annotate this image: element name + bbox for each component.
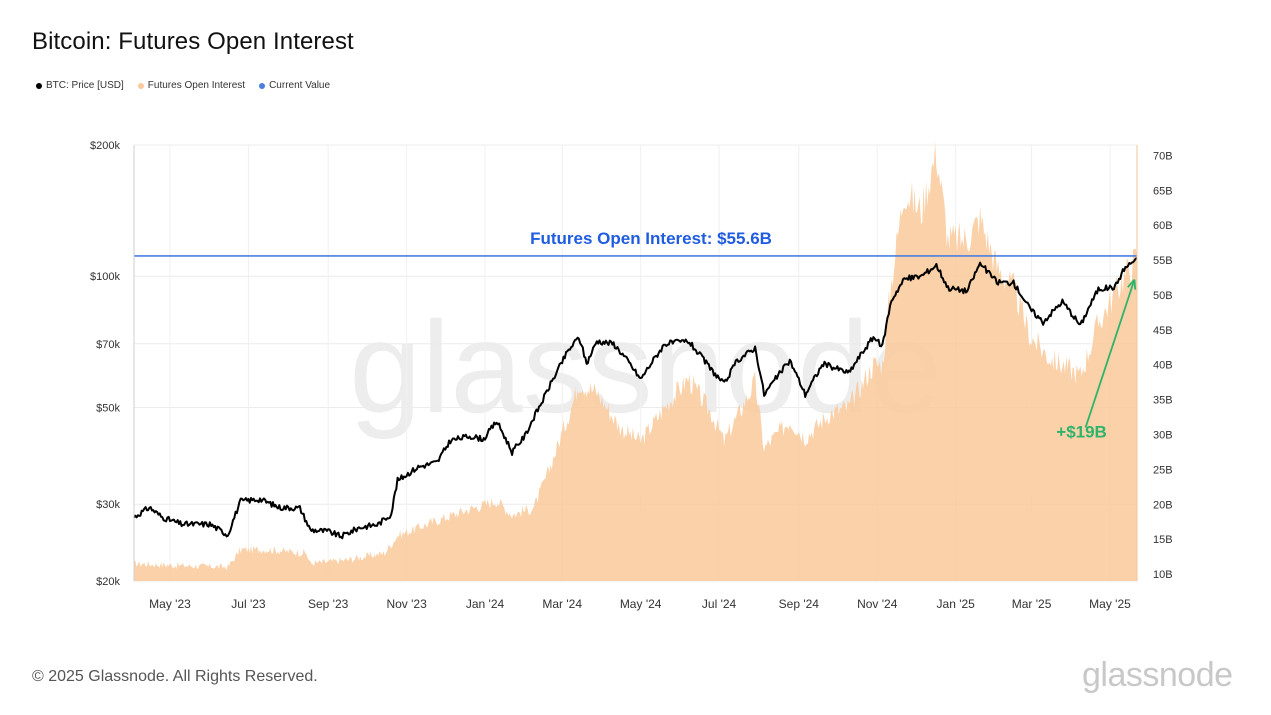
- y-right-tick-label: 65B: [1153, 185, 1173, 197]
- legend-dot-open-interest: [137, 82, 144, 89]
- legend-dot-price: [36, 82, 42, 89]
- x-tick-label: Mar '24: [542, 597, 582, 611]
- x-tick-label: Jan '24: [466, 597, 505, 611]
- x-tick-label: May '24: [620, 597, 662, 611]
- y-right-tick-label: 10B: [1153, 569, 1173, 581]
- y-right-tick-label: 20B: [1153, 499, 1173, 511]
- legend-item-current-value[interactable]: Current Value: [259, 80, 330, 91]
- y-left-tick-label: $200k: [90, 140, 120, 152]
- y-left-tick-label: $100k: [90, 271, 120, 283]
- y-left-tick-label: $30k: [96, 499, 120, 511]
- x-tick-label: May '25: [1089, 597, 1131, 611]
- x-tick-label: Nov '23: [386, 597, 427, 611]
- legend-item-open-interest[interactable]: Futures Open Interest: [137, 80, 246, 91]
- y-right-tick-label: 70B: [1153, 150, 1173, 162]
- legend-dot-current-value: [259, 82, 266, 89]
- y-right-tick-label: 45B: [1153, 325, 1173, 337]
- legend: BTC: Price [USD] Futures Open Interest C…: [36, 80, 330, 91]
- x-tick-label: Sep '24: [779, 597, 820, 611]
- y-right-tick-label: 40B: [1153, 360, 1173, 372]
- y-right-tick-label: 25B: [1153, 464, 1173, 476]
- page-title: Bitcoin: Futures Open Interest: [32, 28, 354, 55]
- legend-label-current-value: Current Value: [269, 80, 331, 91]
- x-tick-label: Mar '25: [1012, 597, 1052, 611]
- open-interest-area[interactable]: [134, 140, 1137, 581]
- y-right-tick-label: 30B: [1153, 430, 1173, 442]
- x-tick-label: Jul '23: [231, 597, 266, 611]
- x-tick-label: Jan '25: [937, 597, 976, 611]
- y-right-tick-label: 55B: [1153, 255, 1173, 267]
- btc-price-line[interactable]: [133, 257, 1138, 540]
- growth-annotation-label: +$19B: [1056, 423, 1107, 442]
- y-right-tick-label: 35B: [1153, 395, 1173, 407]
- current-value-label: Futures Open Interest: $55.6B: [530, 229, 772, 248]
- y-left-tick-label: $20k: [96, 576, 120, 588]
- y-right-tick-label: 50B: [1153, 290, 1173, 302]
- copyright-footer: © 2025 Glassnode. All Rights Reserved.: [32, 668, 318, 685]
- y-left-tick-label: $70k: [96, 339, 120, 351]
- legend-label-price: BTC: Price [USD]: [46, 80, 124, 91]
- y-right-tick-label: 60B: [1153, 220, 1173, 232]
- x-tick-label: Nov '24: [857, 597, 898, 611]
- growth-arrow-shaft: [1084, 279, 1136, 428]
- y-left-tick-label: $50k: [96, 402, 120, 414]
- x-tick-label: May '23: [149, 597, 191, 611]
- x-tick-label: Jul '24: [702, 597, 737, 611]
- legend-label-open-interest: Futures Open Interest: [147, 80, 246, 91]
- glassnode-logo: glassnode: [1082, 656, 1233, 694]
- legend-item-price[interactable]: BTC: Price [USD]: [36, 80, 124, 91]
- growth-arrow-head: [1127, 279, 1137, 290]
- x-tick-label: Sep '23: [308, 597, 349, 611]
- y-right-tick-label: 15B: [1153, 534, 1173, 546]
